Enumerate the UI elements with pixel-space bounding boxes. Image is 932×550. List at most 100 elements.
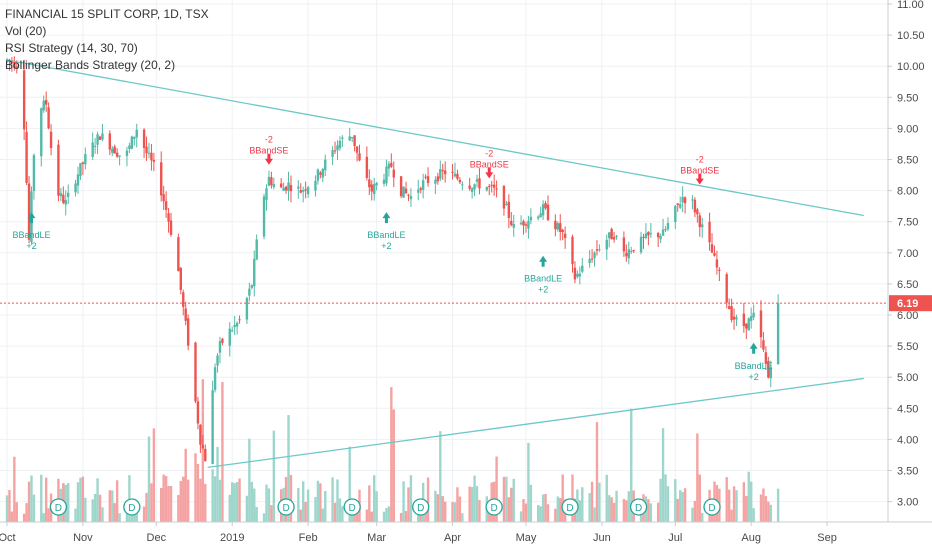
volume-bar — [752, 508, 755, 522]
x-tick-label: Nov — [73, 532, 93, 544]
dividend-marker[interactable] — [561, 498, 579, 516]
candle-body — [324, 159, 327, 171]
volume-bar — [747, 471, 750, 522]
volume-bar — [749, 481, 753, 522]
volume-bar — [162, 474, 165, 522]
chart-legend: FINANCIAL 15 SPLIT CORP, 1D, TSX Vol (20… — [5, 6, 209, 74]
candle-body — [769, 367, 772, 379]
volume-bar — [409, 475, 413, 522]
volume-bar — [108, 490, 112, 522]
volume-bar — [145, 492, 148, 522]
candle-body — [150, 152, 153, 161]
volume-bar — [186, 479, 190, 522]
volume-bar — [656, 502, 660, 522]
volume-bar — [93, 493, 97, 522]
volume-bar — [150, 483, 153, 522]
long-signal-arrow — [382, 212, 391, 224]
short-signal-label: -2 — [696, 155, 704, 165]
volume-bar — [5, 495, 9, 522]
volume-bar — [693, 500, 697, 522]
candle-body — [661, 229, 665, 236]
candle-body — [456, 173, 459, 179]
candle-body — [475, 179, 479, 182]
candle-body — [196, 401, 200, 424]
volume-bar — [231, 482, 234, 522]
candle-body — [390, 162, 393, 167]
volume-bar — [167, 485, 170, 522]
dividend-marker[interactable] — [703, 498, 721, 516]
candle-body — [218, 341, 222, 353]
candle-body — [211, 390, 214, 464]
x-tick-label: Apr — [444, 532, 461, 544]
candle-body — [382, 179, 386, 184]
candle-body — [248, 288, 251, 296]
long-signal-label: +2 — [381, 241, 391, 251]
candle-body — [350, 137, 354, 139]
candle-body — [537, 216, 540, 219]
candle-body — [407, 194, 410, 196]
volume-bar — [184, 448, 187, 522]
volume-bar — [267, 488, 271, 522]
volume-bar — [204, 483, 207, 522]
short-signal-arrow — [485, 167, 494, 179]
volume-bar — [133, 509, 136, 522]
dividend-marker[interactable] — [277, 498, 295, 516]
volume-bar — [13, 456, 16, 522]
candle-body — [279, 183, 283, 188]
volume-bar — [336, 479, 339, 522]
candle-body — [439, 169, 442, 179]
candle-body — [355, 146, 359, 153]
legend-item-bollinger-strategy[interactable]: Bollinger Bands Strategy (20, 2) — [5, 58, 176, 72]
volume-bar — [622, 498, 626, 522]
legend-item-rsi-strategy[interactable]: RSI Strategy (14, 30, 70) — [5, 41, 138, 55]
dividend-marker[interactable] — [343, 498, 361, 516]
volume-bar — [581, 487, 584, 522]
x-tick-label: Aug — [741, 532, 761, 544]
volume-bar — [382, 511, 386, 522]
candle-body — [505, 203, 508, 206]
volume-bar — [375, 491, 378, 522]
volume-bar — [101, 507, 104, 522]
y-tick-label: 8.00 — [897, 186, 918, 198]
time-axis-bg — [0, 522, 932, 550]
candle-body — [167, 213, 170, 222]
dividend-marker[interactable] — [629, 498, 648, 516]
candle-body — [101, 133, 104, 140]
candle-body — [235, 322, 239, 327]
volume-bar — [272, 430, 276, 522]
dividend-marker[interactable] — [123, 498, 141, 516]
dividend-marker[interactable] — [49, 498, 68, 516]
upper-trendline[interactable] — [6, 59, 864, 217]
volume-bar — [392, 409, 395, 522]
lower-trendline[interactable] — [207, 377, 864, 469]
candle-body — [732, 316, 736, 320]
volume-bar — [84, 497, 87, 522]
volume-bar — [769, 504, 772, 522]
candle-body — [62, 194, 65, 203]
volume-bar — [348, 446, 351, 522]
candle-body — [331, 150, 334, 157]
volume-bar — [164, 476, 168, 522]
dividend-marker-label: D — [566, 503, 573, 514]
volume-bar — [76, 482, 80, 522]
volume-bar — [22, 513, 26, 522]
long-signal-label: BBandLE — [12, 230, 50, 240]
volume-bar — [598, 482, 601, 522]
volume-bar — [387, 506, 391, 522]
legend-item-volume[interactable]: Vol (20) — [5, 24, 47, 38]
candle-body — [664, 229, 667, 231]
long-signal-label: BBandLE — [367, 230, 405, 240]
candle-body — [630, 250, 633, 252]
candle-body — [590, 258, 594, 260]
candle-body — [233, 324, 236, 328]
dividend-marker[interactable] — [485, 498, 503, 516]
volume-bar — [554, 508, 557, 522]
candle-body — [81, 162, 85, 164]
candle-body — [162, 194, 165, 202]
candle-body — [59, 193, 63, 197]
dividend-marker[interactable] — [412, 498, 430, 516]
candle-body — [179, 267, 183, 290]
candle-body — [299, 190, 302, 193]
volume-bar — [211, 469, 214, 522]
